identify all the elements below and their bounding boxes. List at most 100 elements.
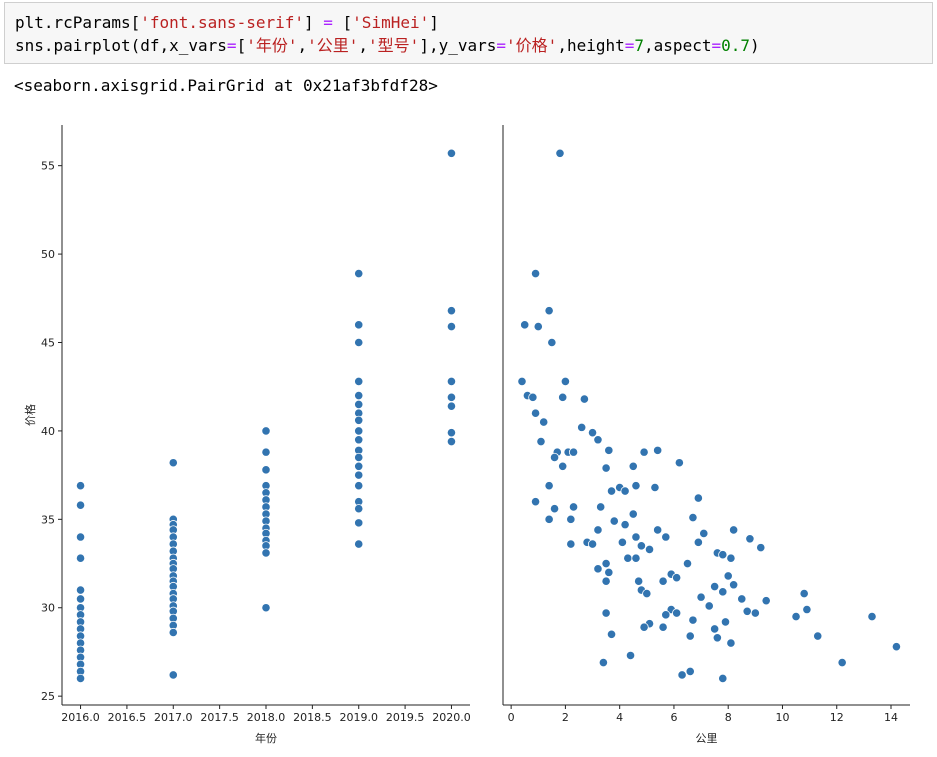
point — [587, 539, 598, 549]
point — [718, 550, 728, 560]
point — [261, 465, 271, 475]
point — [533, 321, 543, 332]
point — [710, 581, 720, 592]
point — [631, 481, 641, 491]
code-token: ],y_vars — [419, 36, 497, 55]
point — [639, 622, 649, 632]
code-token: 0.7 — [721, 36, 751, 55]
code-token: ] — [304, 13, 324, 32]
code-token: 'SimHei' — [352, 13, 430, 32]
point — [729, 580, 739, 590]
point — [555, 148, 565, 158]
code-token: 7 — [634, 36, 645, 55]
point — [568, 502, 579, 512]
point — [837, 657, 847, 668]
point — [682, 558, 693, 569]
point — [354, 481, 364, 491]
point — [168, 458, 178, 468]
point — [644, 544, 655, 554]
point — [528, 392, 538, 402]
point — [688, 512, 698, 523]
point — [791, 611, 801, 622]
point — [609, 516, 619, 526]
point — [579, 394, 590, 404]
code-token: ) — [750, 36, 760, 55]
point — [661, 610, 671, 620]
code-token: ,aspect — [644, 36, 712, 55]
point — [593, 564, 603, 574]
code-token: [ — [236, 36, 247, 55]
point — [631, 553, 641, 563]
code-token: '公里' — [307, 36, 359, 55]
point — [601, 576, 611, 586]
x-tick-label: 0 — [508, 711, 515, 724]
code-token: , — [297, 36, 308, 55]
point — [577, 422, 587, 432]
x-axis-label: 年份 — [255, 731, 277, 745]
point — [672, 608, 682, 618]
point — [354, 426, 364, 436]
y-tick-label: 50 — [41, 248, 55, 261]
point — [520, 320, 530, 330]
point — [756, 543, 766, 553]
point — [168, 670, 178, 680]
point — [726, 638, 736, 648]
point — [539, 417, 549, 427]
x-tick-label: 2 — [562, 711, 569, 724]
point — [601, 558, 611, 569]
point — [261, 447, 271, 457]
point — [726, 553, 736, 563]
point — [261, 548, 271, 558]
y-axis-label: 价格 — [23, 404, 37, 426]
point — [636, 541, 646, 551]
point — [354, 539, 364, 549]
point — [674, 458, 684, 468]
code-token: '价格' — [506, 36, 558, 55]
point — [446, 392, 457, 402]
x-tick-label: 10 — [775, 711, 789, 724]
y-tick-label: 30 — [41, 602, 55, 615]
point — [617, 537, 627, 547]
point — [560, 376, 571, 387]
point — [672, 573, 682, 583]
code-cell[interactable]: plt.rcParams['font.sans-serif'] = ['SimH… — [4, 2, 933, 64]
point — [596, 502, 606, 512]
point — [620, 486, 630, 496]
point — [354, 320, 364, 330]
point — [712, 633, 722, 643]
point — [446, 428, 457, 438]
point — [639, 447, 649, 457]
point — [354, 470, 364, 480]
point — [604, 567, 614, 577]
point — [761, 596, 771, 606]
point — [658, 576, 668, 586]
point — [653, 445, 663, 455]
point — [750, 608, 760, 618]
y-tick-label: 45 — [41, 337, 55, 350]
point — [720, 617, 731, 627]
x-tick-label: 2018.0 — [247, 711, 286, 724]
point — [604, 445, 614, 455]
point — [587, 428, 598, 438]
point — [558, 392, 568, 402]
point — [530, 268, 541, 279]
point — [699, 528, 709, 539]
point — [544, 306, 554, 316]
point — [799, 588, 809, 599]
point — [558, 461, 568, 471]
point — [354, 504, 364, 514]
point — [354, 268, 364, 279]
point — [601, 608, 611, 618]
x-tick-label: 6 — [670, 711, 677, 724]
point — [598, 657, 608, 668]
point — [168, 627, 178, 638]
point — [530, 408, 541, 418]
point — [677, 670, 687, 680]
point — [446, 321, 457, 332]
x-tick-label: 2017.0 — [154, 711, 193, 724]
point — [536, 436, 546, 447]
point — [446, 401, 457, 411]
x-tick-label: 2020.0 — [432, 711, 471, 724]
